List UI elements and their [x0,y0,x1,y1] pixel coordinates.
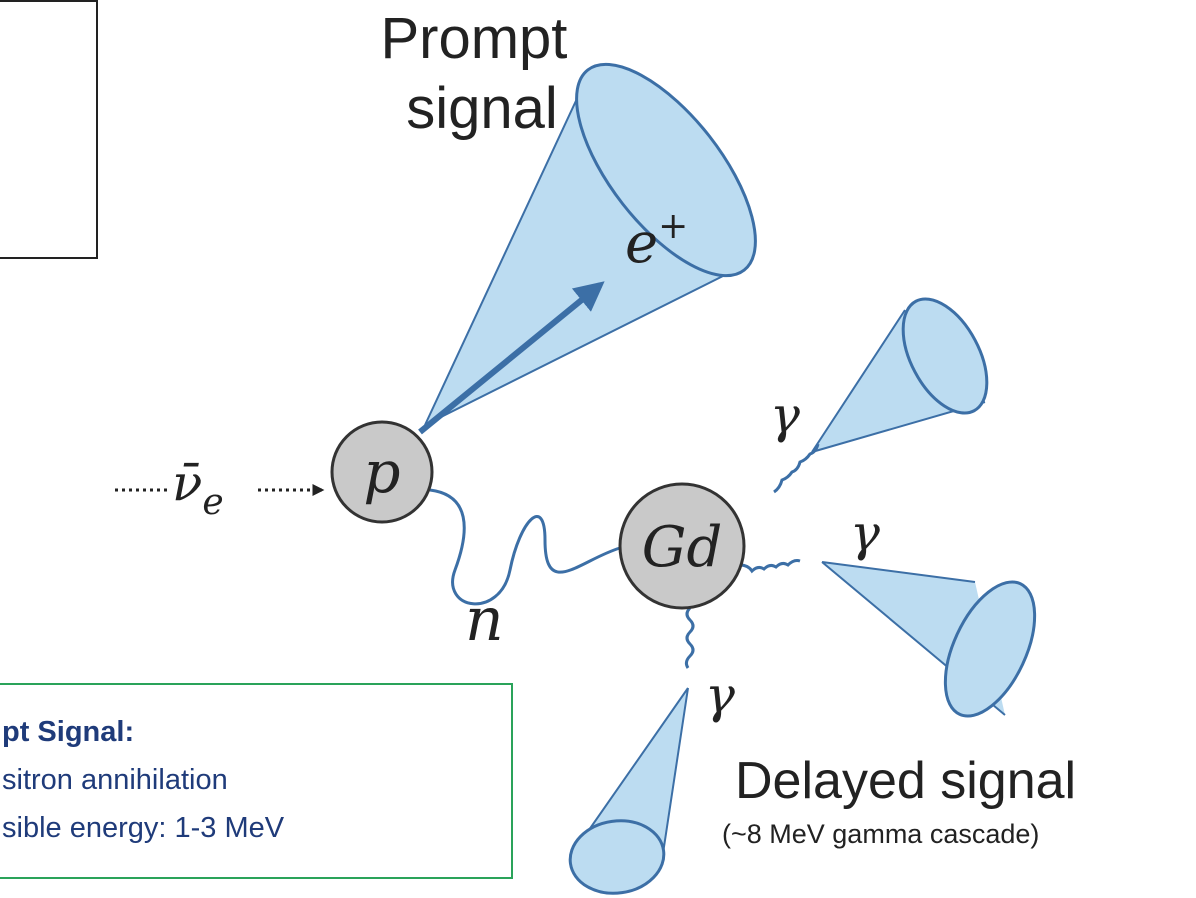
info-heading: pt Signal: [2,716,134,748]
gamma-cone [811,297,989,453]
info-line: sible energy: 1-3 MeV [2,812,285,844]
antineutrino-label: ν̄e [172,454,224,523]
gamma-label: γ [770,386,800,444]
prompt-title: Prompt signal [380,6,583,141]
gamma-wave [773,443,820,494]
gadolinium-label: Gd [642,515,723,580]
gamma-label: γ [850,504,880,562]
gamma-label: γ [705,666,735,724]
gamma-cone [568,687,689,895]
prompt-cone [424,62,757,426]
gamma-wave [684,606,695,669]
neutron-wave [429,488,621,606]
gamma-cone [821,561,1037,718]
proton [330,420,434,524]
positron-label: e+ [625,206,688,276]
delayed-title: Delayed signal [735,752,1076,810]
delayed-subtitle: (~8 MeV gamma cascade) [722,819,1039,849]
info-line: sitron annihilation [2,764,228,796]
neutron-label: n [465,585,504,655]
gadolinium [618,482,746,610]
gamma-wave [739,559,801,574]
positron-arrow [418,281,605,435]
info-box [0,683,513,879]
proton-label: p [363,438,400,506]
empty-box [0,0,98,259]
